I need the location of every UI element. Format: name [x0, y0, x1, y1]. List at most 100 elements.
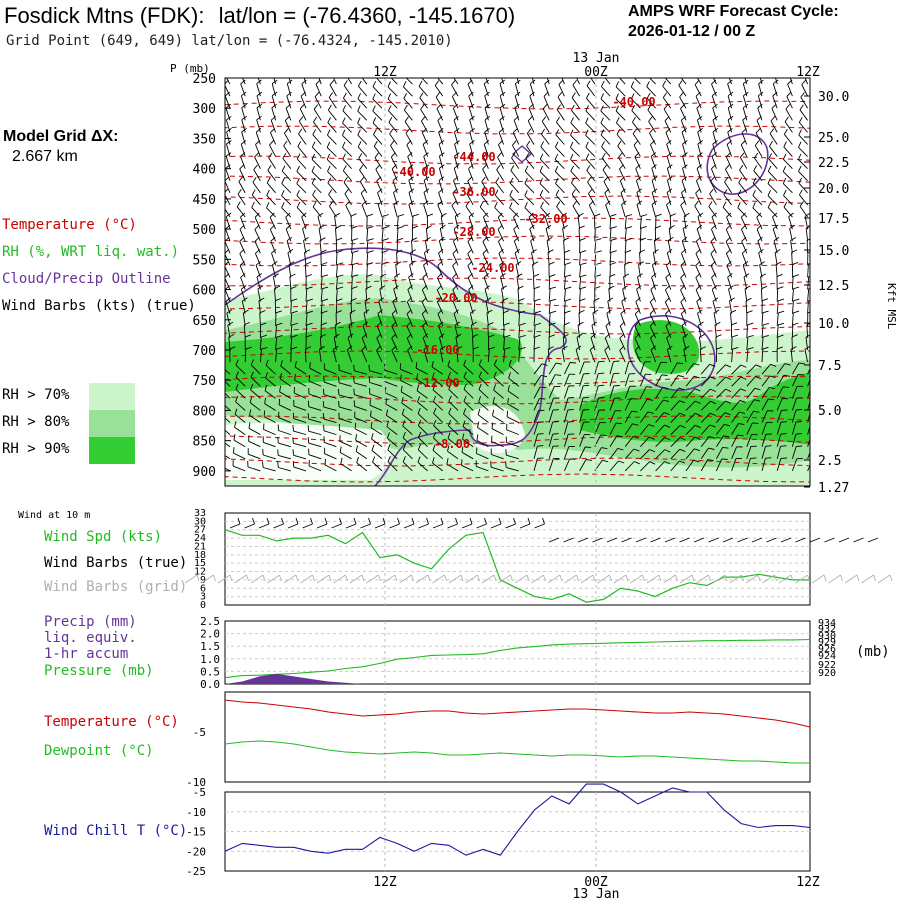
wind-barb: [696, 78, 702, 85]
wind-barb: [646, 92, 651, 99]
wind-barb: [761, 349, 764, 363]
wind-barb: [396, 249, 403, 253]
wind-barb: [761, 375, 771, 387]
wind-barb: [518, 349, 521, 363]
wind-barb: [387, 98, 398, 109]
wind-barb: [377, 204, 383, 218]
wind-barb-true: [244, 523, 255, 529]
wind-barb: [331, 68, 335, 72]
wind-barb: [561, 78, 565, 85]
wind-barb: [664, 120, 672, 133]
wind-barb: [680, 277, 687, 290]
wind-barb: [308, 406, 322, 411]
wind-barb: [678, 69, 681, 74]
wind-barb: [384, 381, 398, 387]
wind-barb: [400, 380, 413, 387]
wind-barb: [769, 133, 778, 145]
wind-barb-true: [229, 523, 241, 529]
wind-barb: [417, 444, 422, 450]
temperature-contour: [225, 325, 810, 335]
wind-barb: [226, 143, 231, 157]
wind-barb: [273, 273, 279, 278]
wind-barb-grid: [361, 574, 365, 582]
wind-barb: [391, 313, 398, 326]
wind-barb: [542, 108, 550, 121]
wind-barb: [240, 68, 244, 72]
wind-barb: [391, 338, 398, 351]
clear-pocket: [225, 422, 391, 480]
wind-barb: [221, 396, 224, 402]
wind-barb: [471, 336, 474, 351]
wind-barb: [408, 200, 415, 205]
wind-barb-true: [737, 537, 748, 543]
wind-barb: [699, 349, 702, 363]
wind-barb: [514, 236, 520, 242]
wind-barb: [746, 434, 752, 447]
wind-barb: [678, 80, 683, 86]
wind-barb: [546, 237, 553, 241]
wind-barb: [248, 453, 261, 460]
wind-barb: [304, 252, 307, 266]
wind-barb: [697, 140, 703, 145]
wind-barb: [650, 337, 657, 351]
wind-barb: [649, 309, 655, 315]
wind-barb: [548, 276, 551, 290]
wind-barb: [741, 241, 748, 254]
wind-barb: [493, 377, 504, 387]
wind-barb: [481, 176, 486, 182]
wind-barb: [666, 252, 672, 266]
wind-barb: [713, 313, 717, 326]
wind-barb: [762, 322, 770, 326]
wind-barb: [683, 349, 687, 363]
wind-barb: [345, 205, 353, 218]
wind-barb: [367, 213, 374, 217]
wind-barb: [807, 411, 810, 423]
wind-barb: [604, 188, 610, 194]
wind-barb: [234, 414, 246, 423]
wind-barb: [579, 459, 587, 472]
wind-barb: [272, 276, 277, 290]
wind-barb: [269, 224, 275, 230]
wind-barb: [680, 261, 686, 266]
wind-barb: [432, 377, 444, 387]
wind-barb: [798, 146, 808, 157]
wind-barb: [332, 345, 339, 350]
wind-barb: [240, 83, 246, 97]
wind-barb: [335, 252, 338, 266]
wind-barb: [664, 437, 671, 441]
wind-barb: [792, 274, 799, 278]
wind-barb: [563, 240, 565, 254]
chill-tick: -20: [186, 845, 206, 858]
wind-barb: [783, 146, 793, 157]
wind-barb: [270, 241, 277, 254]
wind-barb: [783, 141, 787, 148]
wind-barb: [634, 325, 641, 339]
wind-barb: [767, 170, 778, 182]
wind-barb: [533, 336, 536, 351]
wind-barb: [737, 202, 741, 208]
wind-barb: [586, 170, 596, 182]
wind-barb: [631, 69, 633, 75]
wind-barb: [665, 132, 672, 145]
wind-barb: [617, 145, 626, 157]
wind-barb: [655, 461, 665, 472]
wind-barb: [680, 120, 687, 133]
wind-barb: [398, 214, 405, 217]
wind-barb: [754, 387, 761, 391]
wind-barb: [454, 140, 460, 145]
wind-barb: [624, 264, 626, 278]
wind-barb: [480, 194, 489, 206]
wind-barb: [747, 322, 754, 326]
wind-barb: [342, 170, 352, 182]
wind-barb: [740, 217, 748, 230]
wind-barb: [700, 436, 710, 447]
wind-barb-grid: [312, 574, 315, 582]
wind-barb: [369, 382, 383, 387]
wind-barb: [406, 321, 412, 327]
wind-barb: [493, 359, 498, 366]
wind-barb: [438, 188, 444, 193]
wind-barb: [759, 68, 764, 72]
wind-barb: [482, 253, 489, 266]
wind-barb: [302, 224, 308, 230]
wind-barb: [682, 333, 689, 338]
